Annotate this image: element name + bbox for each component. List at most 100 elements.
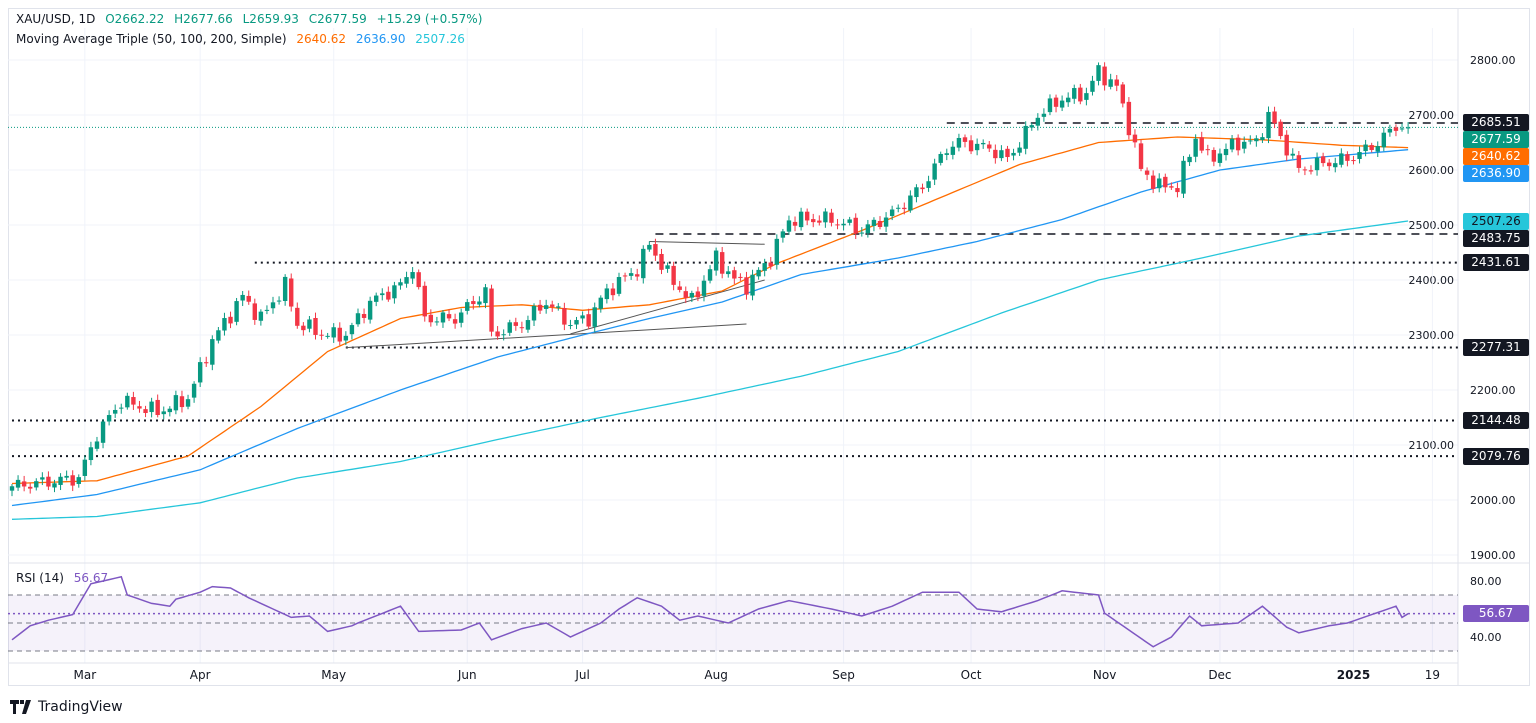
- candle: [622, 272, 628, 282]
- candle-body: [386, 291, 391, 300]
- candle: [125, 392, 130, 410]
- ma-label[interactable]: Moving Average Triple (50, 100, 200, Sim…: [16, 32, 287, 46]
- candle: [1005, 145, 1010, 162]
- candle-body: [1181, 160, 1186, 194]
- candle-body: [926, 181, 931, 188]
- candle: [9, 484, 15, 497]
- candle-body: [1072, 88, 1077, 99]
- candle-body: [829, 212, 834, 223]
- ma-legend: Moving Average Triple (50, 100, 200, Sim…: [16, 32, 471, 46]
- candle-body: [1053, 97, 1059, 107]
- candle: [823, 208, 828, 228]
- candle-body: [337, 327, 342, 342]
- candle-body: [835, 224, 840, 226]
- candle-body: [1290, 153, 1295, 156]
- candle-body: [1144, 170, 1150, 175]
- candle: [586, 308, 591, 330]
- candle: [689, 290, 695, 303]
- candle: [902, 202, 907, 215]
- candle-body: [519, 327, 525, 329]
- candle: [1126, 97, 1132, 140]
- candle: [580, 311, 585, 324]
- time-axis-label: Mar: [74, 668, 97, 682]
- candle: [434, 316, 440, 326]
- candle: [119, 403, 124, 414]
- candle: [295, 302, 300, 329]
- tradingview-logo[interactable]: TradingView: [10, 699, 123, 715]
- candle-body: [258, 311, 264, 321]
- candle: [1114, 75, 1119, 92]
- candle: [659, 248, 664, 275]
- candle-body: [477, 301, 482, 305]
- candle: [1248, 135, 1253, 145]
- price-tag: 2640.62: [1463, 148, 1529, 166]
- candle-body: [185, 399, 191, 407]
- candle: [1314, 152, 1320, 176]
- candle-body: [677, 286, 682, 290]
- candle-body: [1023, 125, 1028, 149]
- price-tag: 2277.31: [1463, 338, 1529, 356]
- price-axis-label: 2200.00: [1470, 384, 1516, 397]
- rsi-legend: RSI (14) 56.67: [16, 571, 114, 585]
- candle-body: [240, 294, 245, 301]
- candle-body: [234, 301, 239, 322]
- candle-body: [216, 330, 221, 341]
- candle-body: [1084, 93, 1089, 100]
- candle: [531, 303, 537, 326]
- candle: [574, 316, 579, 330]
- candle: [1326, 159, 1332, 171]
- candle: [1381, 127, 1387, 152]
- candle-body: [847, 219, 852, 223]
- candle: [817, 215, 822, 226]
- candle: [367, 296, 373, 324]
- candle: [604, 283, 610, 304]
- candle-body: [780, 231, 786, 238]
- candle: [568, 319, 573, 330]
- candle-body: [264, 309, 270, 311]
- candle: [628, 268, 634, 280]
- price-axis-label: 2800.00: [1470, 54, 1516, 67]
- candle: [28, 482, 33, 494]
- candle-body: [902, 207, 907, 210]
- candle: [446, 309, 452, 322]
- candle-body: [1011, 152, 1016, 156]
- candle: [501, 329, 506, 341]
- candle: [70, 470, 75, 492]
- candle-body: [392, 285, 397, 299]
- candle: [191, 381, 197, 403]
- candle-body: [21, 481, 27, 487]
- candle-body: [398, 282, 403, 286]
- candle-body: [1029, 125, 1034, 128]
- candle-body: [610, 288, 616, 296]
- symbol-label[interactable]: XAU/USD, 1D: [16, 12, 96, 26]
- candle: [355, 308, 361, 327]
- candle-body: [896, 207, 901, 209]
- candle: [240, 290, 245, 307]
- candle-body: [592, 307, 597, 327]
- candle-body: [131, 397, 136, 405]
- candle: [46, 471, 51, 491]
- candle: [1266, 106, 1271, 144]
- candle: [829, 208, 834, 227]
- candle-body: [458, 312, 464, 323]
- candle-body: [1096, 65, 1101, 81]
- candle-body: [64, 475, 69, 478]
- candle-body: [811, 219, 816, 223]
- candle-body: [40, 477, 45, 480]
- candle: [1181, 155, 1186, 198]
- candle-body: [228, 316, 233, 324]
- candle-body: [932, 163, 937, 180]
- rsi-label[interactable]: RSI (14): [16, 571, 64, 585]
- rsi-value-tag: 56.67: [1463, 605, 1529, 623]
- candle-body: [15, 479, 21, 488]
- candle-body: [410, 272, 415, 279]
- candle-body: [112, 409, 118, 414]
- candle: [386, 286, 391, 302]
- candle: [234, 297, 239, 326]
- candle-body: [1211, 149, 1217, 162]
- candle: [52, 479, 57, 493]
- candle: [1041, 108, 1047, 122]
- candle-body: [94, 441, 100, 449]
- candle: [556, 303, 561, 311]
